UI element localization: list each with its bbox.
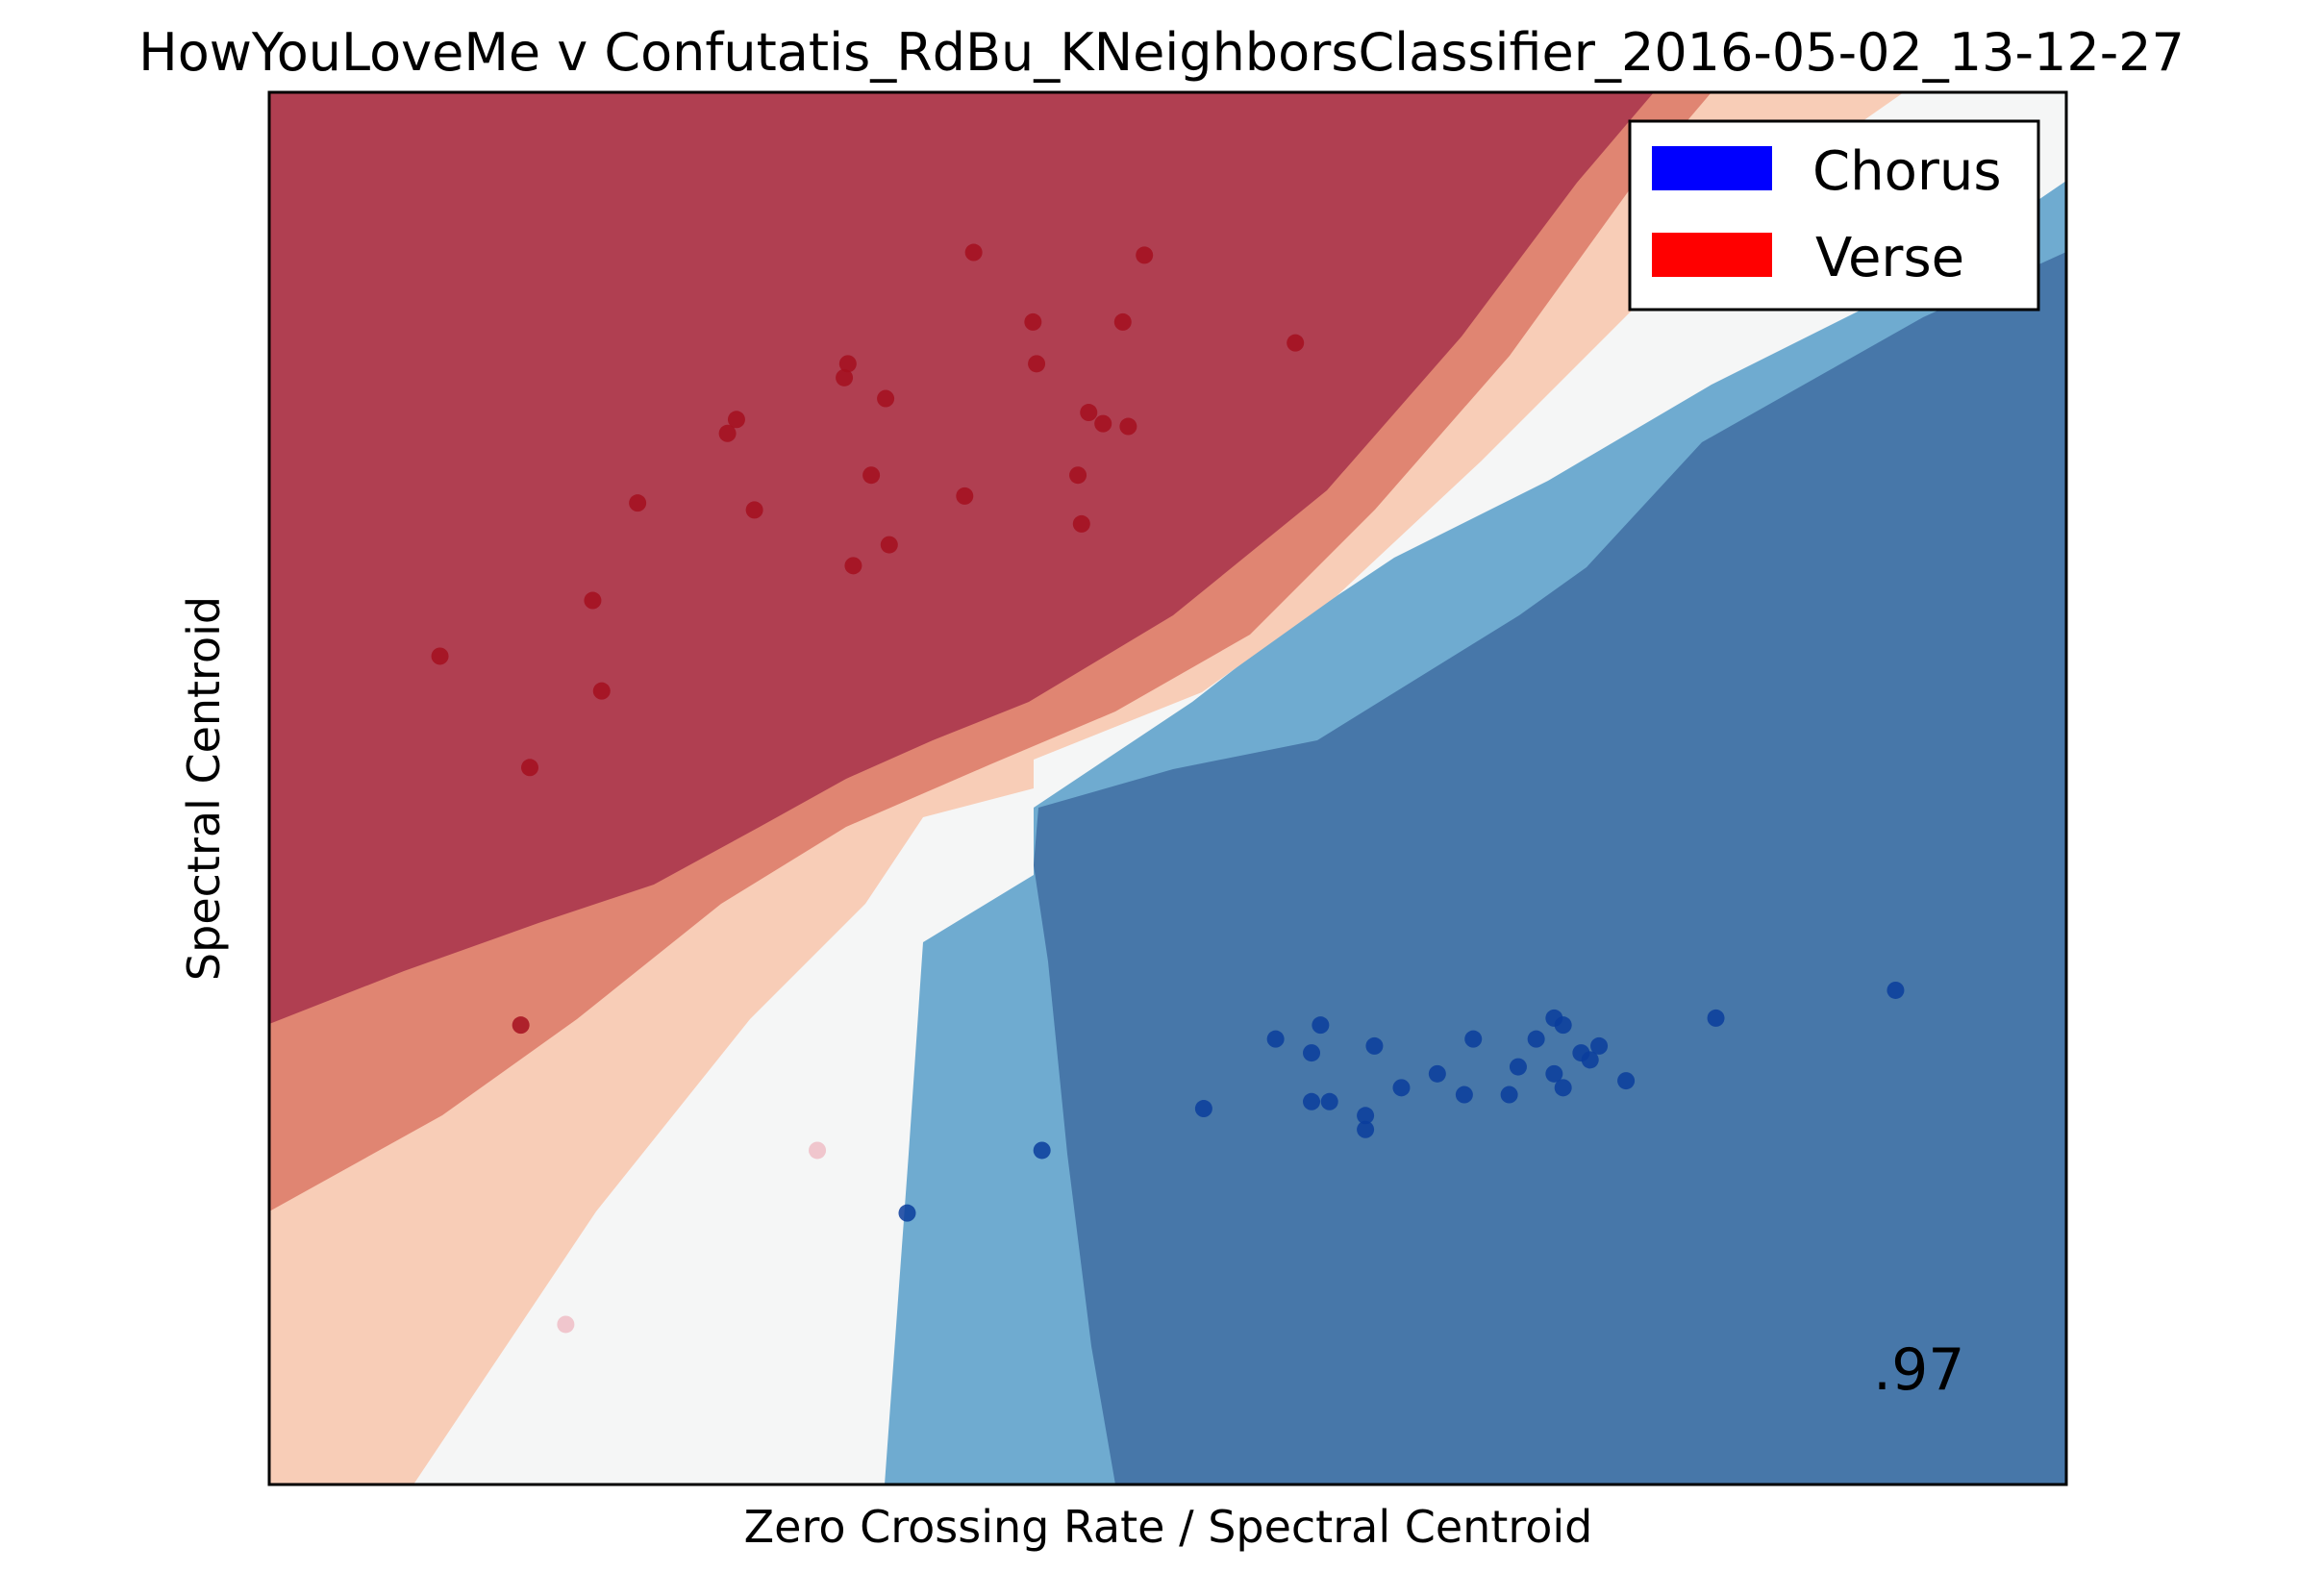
data-point-verse-24 — [1136, 246, 1154, 264]
data-point-verse-21 — [1094, 414, 1112, 433]
data-point-chorus-26 — [1033, 1141, 1051, 1160]
data-point-verse-3 — [592, 682, 611, 700]
data-point-verse-13 — [880, 536, 898, 554]
data-point-chorus-21 — [1581, 1051, 1599, 1069]
data-point-chorus-14 — [1509, 1058, 1527, 1076]
data-point-verse-26 — [512, 1016, 530, 1035]
region-strong-verse — [269, 92, 1654, 1024]
legend: Chorus Verse — [1628, 119, 2040, 312]
data-point-chorus-25 — [1887, 981, 1905, 999]
data-point-verse-12 — [877, 389, 895, 408]
legend-swatch-verse — [1652, 233, 1772, 277]
data-point-chorus-23 — [1617, 1072, 1636, 1090]
data-point-chorus-12 — [1464, 1030, 1483, 1048]
data-point-verse-23 — [1113, 312, 1132, 331]
data-point-verse-11 — [862, 466, 881, 485]
data-point-chorus-7 — [1357, 1120, 1375, 1138]
data-point-verse-25 — [1287, 334, 1305, 352]
data-point-verse-20 — [1080, 404, 1098, 422]
data-point-chorus-2 — [1303, 1044, 1321, 1062]
data-point-verse-18 — [1069, 466, 1087, 485]
data-point-verse-17 — [1028, 355, 1046, 373]
chart-title: HowYouLoveMe v Confutatis_RdBu_KNeighbor… — [138, 22, 2185, 83]
data-point-chorus-15 — [1527, 1030, 1545, 1048]
data-point-chorus-13 — [1500, 1085, 1518, 1104]
data-point-chorus-10 — [1428, 1064, 1446, 1083]
data-point-chorus-5 — [1320, 1092, 1338, 1110]
data-point-chorus-4 — [1303, 1092, 1321, 1110]
data-point-chorus-24 — [1707, 1009, 1725, 1027]
data-point-verse-2 — [584, 591, 602, 610]
data-point-chorus-1 — [1266, 1030, 1285, 1048]
data-point-verse-1 — [521, 759, 539, 777]
data-point-chorus-18 — [1545, 1064, 1563, 1083]
data-point-chorus-9 — [1392, 1079, 1411, 1097]
x-axis-label: Zero Crossing Rate / Spectral Centroid — [744, 1501, 1593, 1553]
data-point-verse-19 — [1072, 514, 1090, 533]
data-point-verse-16 — [1024, 312, 1042, 331]
data-point-verse-15 — [964, 243, 983, 262]
data-point-verse-7 — [745, 501, 763, 519]
data-point-verse-5 — [718, 424, 737, 442]
plot-frame — [267, 90, 2068, 1486]
data-point-verse-0 — [431, 647, 449, 665]
data-point-chorus-0 — [1194, 1100, 1212, 1118]
y-axis-label: Spectral Centroid — [178, 596, 230, 981]
plot-area — [269, 92, 2066, 1485]
data-point-other-1 — [557, 1315, 575, 1334]
data-point-verse-14 — [956, 487, 974, 505]
data-point-chorus-8 — [1365, 1036, 1384, 1055]
data-point-verse-10 — [844, 557, 862, 575]
data-point-verse-9 — [838, 355, 857, 373]
legend-label-verse: Verse — [1815, 227, 1964, 289]
score-label: .97 — [1873, 1336, 1964, 1404]
data-point-chorus-17 — [1554, 1016, 1572, 1035]
data-point-chorus-22 — [1590, 1036, 1609, 1055]
data-point-chorus-27 — [898, 1204, 916, 1222]
data-point-verse-4 — [629, 494, 647, 512]
data-point-chorus-19 — [1554, 1079, 1572, 1097]
data-point-verse-6 — [727, 411, 745, 429]
scatter-points — [431, 243, 1905, 1334]
data-point-chorus-11 — [1455, 1085, 1473, 1104]
legend-swatch-chorus — [1652, 146, 1772, 190]
data-point-verse-22 — [1119, 417, 1137, 436]
data-point-chorus-6 — [1357, 1107, 1375, 1125]
data-point-verse-8 — [836, 368, 854, 387]
data-point-chorus-3 — [1312, 1016, 1330, 1035]
data-point-other-0 — [809, 1141, 827, 1160]
legend-label-chorus: Chorus — [1812, 140, 2002, 203]
